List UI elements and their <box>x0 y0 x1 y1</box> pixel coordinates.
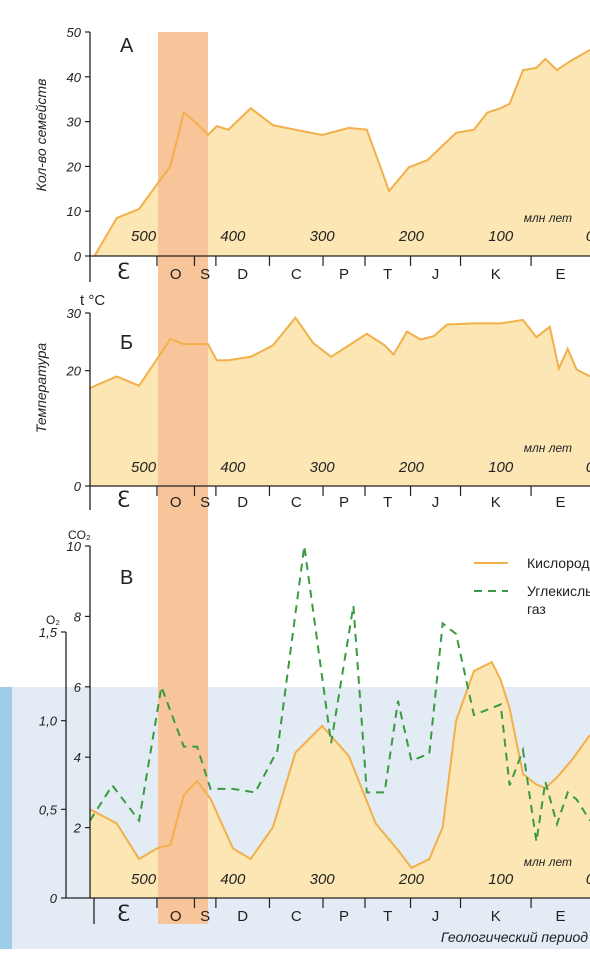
panel-1-time-tick-label: 200 <box>398 459 425 476</box>
panel-0-period-label: T <box>383 266 392 283</box>
panel-a-y-tick-label: 10 <box>67 204 82 219</box>
panel-c-o2-title: O₂ <box>46 613 60 627</box>
panel-1-time-tick-label: 400 <box>220 459 246 476</box>
panel-1-period-label: J <box>432 494 440 511</box>
panel-2-time-tick-label: 200 <box>398 871 425 888</box>
shaded-region-bar <box>0 687 12 949</box>
panel-a-y-tick-label: 30 <box>67 115 82 130</box>
panel-a-y-title: Кол-во семейств <box>33 79 49 192</box>
ordovician-highlight <box>158 32 208 924</box>
legend-co2-label-line1: Углекислый <box>527 583 590 599</box>
panel-0-period-label: J <box>432 266 440 283</box>
panel-a-letter: А <box>120 35 134 57</box>
panel-b-letter: Б <box>120 332 133 354</box>
panel-c-co2-title: CO₂ <box>68 528 91 542</box>
panel-1-time-unit: млн лет <box>524 441 572 455</box>
panel-b-y-tick-label: 20 <box>66 364 82 379</box>
panel-2-period-label: O <box>170 908 182 925</box>
panel-0-time-unit: млн лет <box>524 211 572 225</box>
panel-1-period-label: Ꜫ <box>117 487 131 512</box>
panel-a-y-tick-label: 50 <box>67 25 82 40</box>
panel-0-period-label: O <box>170 266 182 283</box>
panel-0-period-label: P <box>339 266 349 283</box>
panel-1-period-label: K <box>491 494 501 511</box>
panel-2-time-tick-label: 100 <box>488 871 514 888</box>
panel-1-time-tick-label: 100 <box>488 459 514 476</box>
legend-oxygen-label: Кислород <box>527 555 590 571</box>
panel-1-period-label: O <box>170 494 182 511</box>
panel-2-period-label: J <box>432 908 440 925</box>
panel-0-period-label: S <box>200 266 210 283</box>
panel-2-period-label: K <box>491 908 501 925</box>
panel-a-y-tick-label: 40 <box>67 70 82 85</box>
panel-c-co2-tick-label: 6 <box>74 680 82 695</box>
panel-b-y-tick-label: 0 <box>74 479 82 494</box>
panel-2-time-unit: млн лет <box>524 855 572 869</box>
legend-co2-label-line2: газ <box>527 601 546 617</box>
panel-c-co2-tick-label: 4 <box>74 750 81 765</box>
panel-a-y-tick-label: 20 <box>66 159 82 174</box>
panel-1-period-label: T <box>383 494 392 511</box>
panel-b-unit-label: t °C <box>80 292 105 309</box>
panel-1-period-label: S <box>200 494 210 511</box>
panel-1-time-tick-label: 500 <box>131 459 157 476</box>
panel-c-letter: В <box>120 567 133 589</box>
panel-2-period-label: S <box>200 908 210 925</box>
panel-c-o2-tick-label: 1,0 <box>39 714 58 729</box>
panel-2-period-label: P <box>339 908 349 925</box>
legend: Кислород Углекислый газ <box>474 555 590 617</box>
panel-1-period-label: P <box>339 494 349 511</box>
panel-1-period-label: E <box>556 494 566 511</box>
panel-c-o2-tick-label: 0,5 <box>39 802 58 817</box>
panel-2-period-label: Ꜫ <box>117 901 131 926</box>
panel-1-time-tick-label: 0 <box>586 459 590 476</box>
panel-0-time-tick-label: 400 <box>220 228 246 245</box>
x-axis-title: Геологический период <box>441 929 588 945</box>
panel-c-o2-tick-label: 0 <box>50 891 58 906</box>
panel-2-period-label: D <box>237 908 248 925</box>
panel-b-y-title: Температура <box>33 343 49 434</box>
panel-2-time-tick-label: 0 <box>586 871 590 888</box>
panel-0-period-label: E <box>556 266 566 283</box>
panel-0-period-label: C <box>291 266 302 283</box>
panel-1-time-tick-label: 300 <box>310 459 336 476</box>
panel-0-period-label: K <box>491 266 501 283</box>
panel-2-time-tick-label: 300 <box>310 871 336 888</box>
panel-c-co2-tick-label: 8 <box>74 609 82 624</box>
panel-2-period-label: T <box>383 908 392 925</box>
panel-0-time-tick-label: 100 <box>488 228 514 245</box>
panel-2-time-tick-label: 500 <box>131 871 157 888</box>
panel-0-time-tick-label: 0 <box>586 228 590 245</box>
panel-0-period-label: Ꜫ <box>117 259 131 284</box>
panel-0-time-tick-label: 200 <box>398 228 425 245</box>
panel-a-y-tick-label: 0 <box>74 249 82 264</box>
panel-c-co2-tick-label: 2 <box>73 821 82 836</box>
panel-2-time-tick-label: 400 <box>220 871 246 888</box>
panel-2-period-label: E <box>556 908 566 925</box>
panel-0-period-label: D <box>237 266 248 283</box>
panel-1-period-label: D <box>237 494 248 511</box>
panel-c-o2-tick-label: 1,5 <box>39 625 58 640</box>
panel-2-period-label: C <box>291 908 302 925</box>
panel-0-time-tick-label: 500 <box>131 228 157 245</box>
panel-1-period-label: C <box>291 494 302 511</box>
panel-0-time-tick-label: 300 <box>310 228 336 245</box>
